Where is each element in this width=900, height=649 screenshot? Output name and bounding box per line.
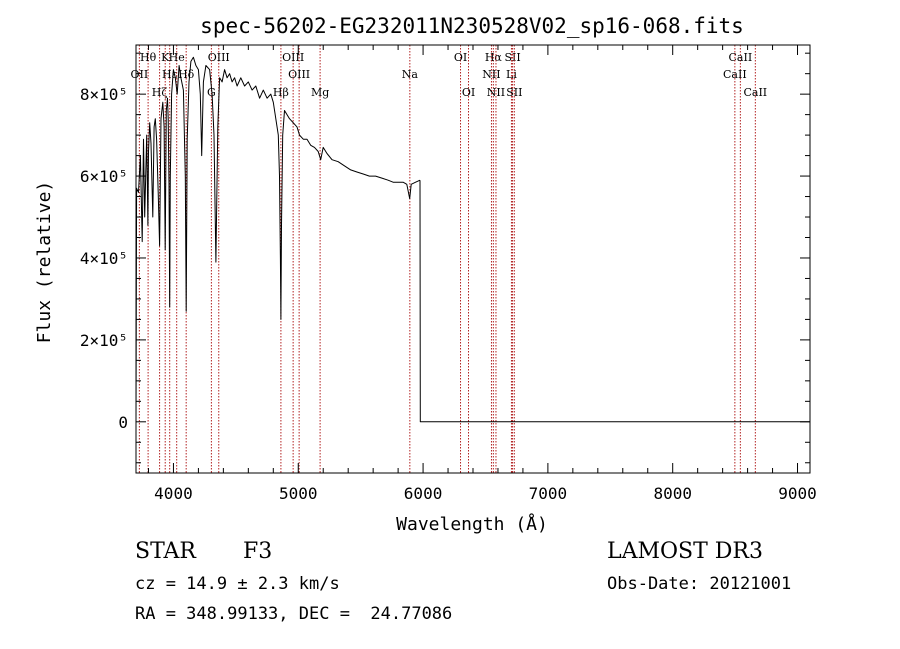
spectral-line-label: Hδ	[178, 68, 195, 81]
plot-frame	[135, 44, 811, 474]
spectral-line-label: Hα	[485, 51, 503, 64]
spectral-line-label: CaII	[743, 86, 767, 99]
spectral-line-label: OII	[131, 68, 149, 81]
x-tick-label: 5000	[279, 484, 318, 503]
spectral-line-label: CaII	[729, 51, 753, 64]
y-tick-label: 0	[118, 413, 128, 432]
spectral-line-label: Mg	[311, 86, 329, 99]
spectral-line-label: G	[207, 86, 216, 99]
x-tick-label: 8000	[653, 484, 692, 503]
spectral-line-label: OI	[462, 86, 475, 99]
spectral-line-label: NII	[482, 68, 500, 81]
x-tick-label: 7000	[529, 484, 568, 503]
y-tick-label: 2×10⁵	[80, 331, 128, 350]
redshift-velocity: cz = 14.9 ± 2.3 km/s	[135, 574, 340, 594]
spectral-line-label: NII	[487, 86, 505, 99]
spectral-line-label: SII	[504, 51, 520, 64]
spectrum-line	[135, 56, 421, 422]
x-tick-label: 4000	[154, 484, 193, 503]
x-tick-label: 9000	[778, 484, 817, 503]
spectral-line-label: SII	[506, 86, 522, 99]
spectral-line-label: Na	[402, 68, 419, 81]
spectral-line-label: OIII	[288, 68, 310, 81]
x-tick-label: 6000	[404, 484, 443, 503]
y-tick-label: 6×10⁵	[80, 167, 128, 186]
spectral-line-label: CaII	[723, 68, 747, 81]
spectral-line-label: Hθ	[140, 51, 157, 64]
y-tick-label: 8×10⁵	[80, 85, 128, 104]
spectral-line-label: Li	[506, 68, 517, 81]
spectral-line-label: Hβ	[273, 86, 289, 99]
observation-date: Obs-Date: 20121001	[607, 574, 792, 594]
x-axis-label: Wavelength (Å)	[396, 513, 548, 535]
spectrum-series-layer	[135, 56, 810, 423]
spectral-line-label: Hζ	[152, 86, 168, 99]
sky-coordinates: RA = 348.99133, DEC = 24.77086	[135, 604, 453, 624]
y-tick-label: 4×10⁵	[80, 249, 128, 268]
chart-title: spec-56202-EG232011N230528V02_sp16-068.f…	[200, 14, 744, 38]
y-axis-label: Flux (relative)	[34, 181, 55, 344]
object-class: STAR	[135, 539, 196, 564]
survey-name: LAMOST DR3	[607, 539, 763, 564]
spectral-line-label: He	[169, 51, 185, 64]
object-subclass: F3	[243, 539, 273, 564]
spectral-line-label: OIII	[208, 51, 230, 64]
spectrum-line	[419, 180, 810, 423]
axes-layer: 4000 5000 6000 7000 8000 9000 0 2×10⁵ 4×10⁵ 6×10⁵…	[80, 45, 817, 503]
spectral-line-label: OIII	[282, 51, 304, 64]
spectral-line-label: OI	[454, 51, 467, 64]
spectral-line-label: K	[161, 51, 170, 64]
